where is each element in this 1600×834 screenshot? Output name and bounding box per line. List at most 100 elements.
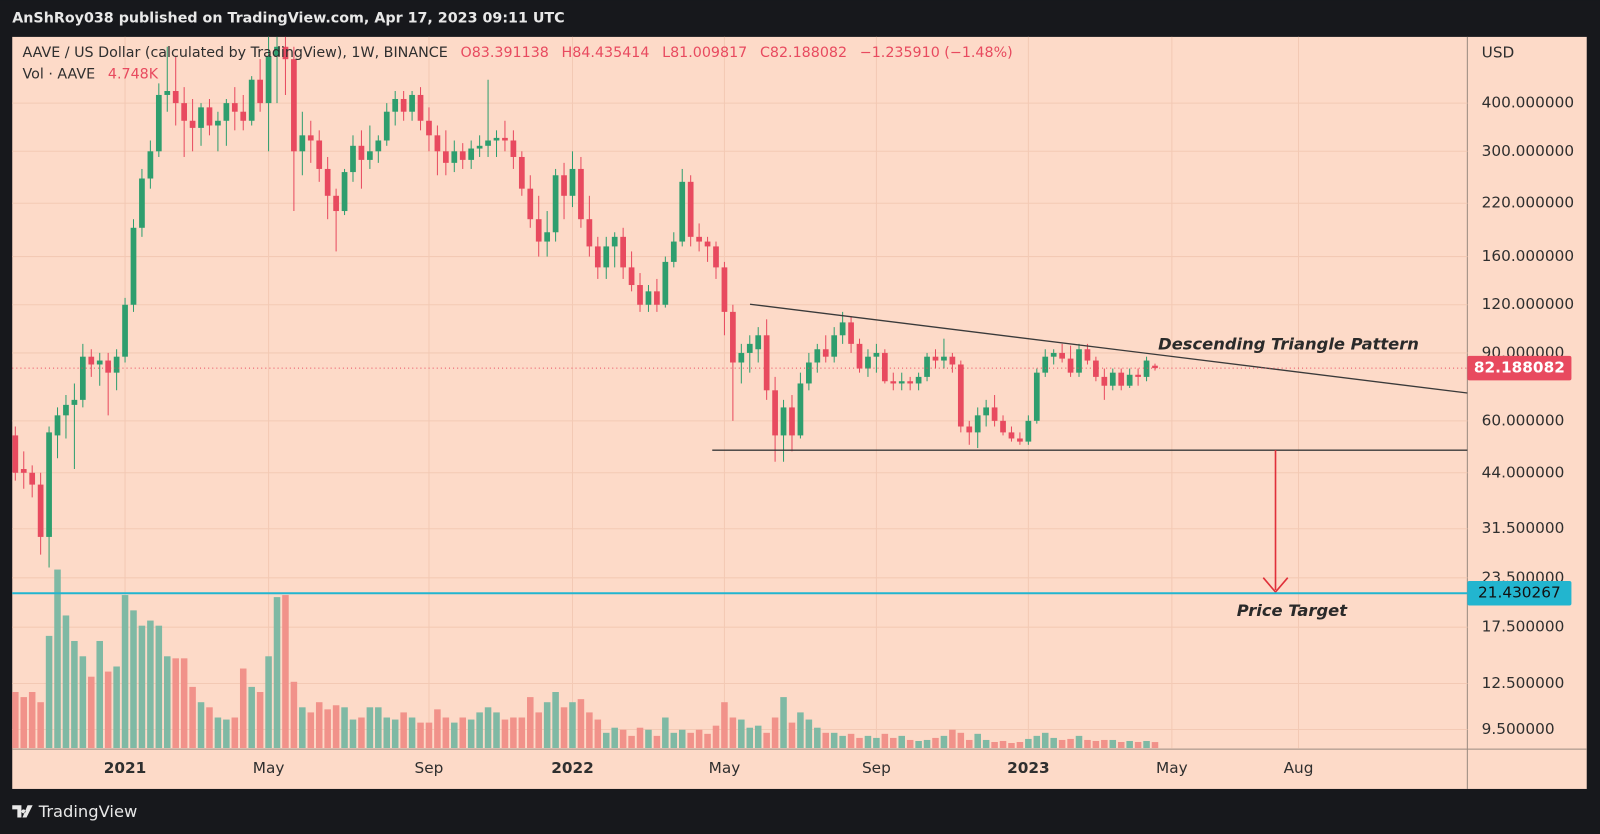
volume-bar: [814, 727, 821, 749]
candle-body: [265, 55, 272, 104]
volume-bar: [805, 719, 813, 749]
y-tick-label: 220.000000: [1482, 194, 1574, 212]
candle-body: [409, 94, 415, 112]
volume-bar: [586, 712, 593, 749]
candle-body: [189, 120, 196, 128]
volume-bar: [1025, 738, 1032, 749]
target-arrowhead: [1262, 577, 1289, 594]
candle-body: [552, 175, 559, 233]
candle-body: [780, 407, 787, 436]
volume-bar: [121, 595, 129, 749]
candle-body: [451, 151, 458, 163]
volume-bar: [256, 692, 264, 749]
volume-bar: [366, 707, 374, 749]
volume-bar: [147, 620, 154, 749]
volume-bar: [940, 735, 948, 749]
candle-body: [856, 343, 863, 369]
candle-body: [147, 151, 154, 179]
candle-body: [37, 484, 44, 537]
volume-bar: [290, 681, 298, 749]
candle-body: [79, 356, 86, 400]
volume-bar: [881, 733, 889, 749]
candle-body: [63, 404, 69, 416]
candle-body: [848, 322, 854, 344]
candle-body: [442, 151, 449, 163]
volume-bar: [873, 737, 880, 749]
volume-bar: [12, 692, 19, 749]
volume-bar: [687, 732, 694, 749]
volume-bar: [611, 727, 618, 749]
volume-bar: [493, 712, 500, 749]
volume-bar: [1008, 743, 1015, 749]
candle-body: [704, 241, 711, 247]
candle-body: [1025, 420, 1032, 442]
y-tick-label: 400.000000: [1482, 94, 1574, 112]
volume-bar: [923, 739, 931, 749]
candle-body: [122, 304, 128, 357]
x-tick-label: May: [253, 759, 285, 777]
publisher: AnShRoy038 published on TradingView.com,…: [12, 11, 564, 27]
candle-body: [898, 381, 905, 384]
volume-bar: [645, 729, 652, 749]
candle-body: [476, 145, 483, 149]
candle-body: [71, 399, 78, 405]
volume-bar: [797, 712, 804, 749]
volume-bar: [71, 640, 78, 749]
brand: TradingView: [38, 802, 138, 821]
volume-bar: [890, 737, 897, 749]
candle-body: [687, 181, 694, 237]
volume-legend: Vol · AAVE 4.748K: [22, 67, 158, 83]
volume-bar: [383, 717, 391, 749]
candle-body: [1118, 372, 1125, 386]
candle-body: [324, 168, 331, 196]
candle-body: [1126, 374, 1133, 386]
volume-bar: [822, 732, 830, 749]
volume-bar: [949, 729, 956, 749]
candle-body: [1101, 376, 1108, 386]
candle-body: [468, 148, 475, 160]
candle-body: [29, 472, 36, 485]
volume-bar: [197, 702, 205, 749]
volume-bar: [273, 597, 281, 749]
candle-body: [966, 426, 973, 433]
candle-body: [603, 246, 610, 268]
candle-body: [333, 195, 339, 212]
volume-bar: [771, 717, 779, 749]
target-price-label: 21.430267: [1478, 584, 1561, 602]
legend-low: L81.009817: [662, 45, 747, 61]
candle-body: [172, 91, 179, 104]
candle-body: [510, 140, 517, 157]
volume-bar: [172, 658, 179, 749]
candle-body: [949, 356, 956, 365]
volume-bar: [265, 656, 272, 749]
candle-body: [561, 175, 567, 196]
candle-body: [983, 407, 990, 416]
volume-bar: [476, 712, 483, 749]
candle-body: [417, 94, 424, 121]
volume-bar: [324, 709, 331, 749]
candle-body: [1084, 349, 1091, 361]
candle-body: [164, 91, 171, 95]
candle-body: [1143, 360, 1150, 377]
volume-bar: [45, 635, 53, 749]
candle-body: [679, 181, 686, 242]
volume-bar: [678, 729, 686, 749]
x-tick-label: 2023: [1007, 759, 1050, 777]
volume-bar: [180, 658, 188, 749]
x-tick-label: 2021: [104, 759, 147, 777]
candle-body: [206, 107, 213, 126]
y-tick-label: 60.000000: [1482, 411, 1565, 429]
volume-bar: [965, 739, 973, 749]
candle-body: [1152, 365, 1158, 369]
candle-body: [696, 236, 702, 242]
candle-body: [637, 285, 643, 305]
volume-bar: [434, 709, 441, 749]
candle-body: [1033, 372, 1040, 421]
candle-body: [383, 111, 390, 141]
candle-body: [139, 178, 145, 228]
volume-bar: [982, 739, 990, 749]
y-tick-label: 160.000000: [1482, 247, 1574, 265]
volume-bar: [653, 735, 661, 749]
volume-bar: [915, 740, 922, 749]
volume-bar: [239, 668, 247, 749]
